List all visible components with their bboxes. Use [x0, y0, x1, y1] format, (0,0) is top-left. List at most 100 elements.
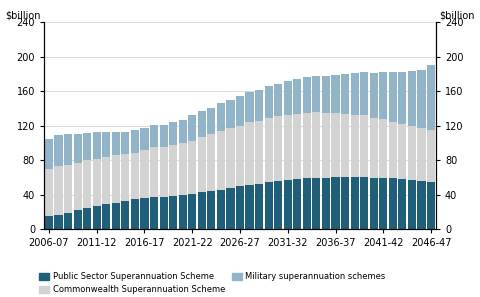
Bar — [64, 165, 72, 213]
Bar — [227, 100, 235, 128]
Bar — [332, 177, 339, 230]
Bar — [169, 196, 177, 230]
Bar — [141, 198, 148, 230]
Bar — [150, 125, 158, 147]
Bar — [45, 217, 53, 230]
Bar — [293, 179, 301, 230]
Bar — [303, 178, 311, 230]
Bar — [293, 79, 301, 114]
Bar — [398, 124, 407, 179]
Bar — [293, 114, 301, 179]
Bar — [379, 178, 387, 230]
Bar — [322, 76, 330, 113]
Bar — [54, 135, 62, 166]
Bar — [207, 192, 216, 230]
Bar — [322, 178, 330, 230]
Bar — [112, 132, 120, 155]
Bar — [398, 72, 407, 124]
Bar — [341, 114, 349, 177]
Bar — [121, 201, 130, 230]
Bar — [312, 76, 321, 112]
Bar — [418, 128, 426, 181]
Bar — [360, 177, 368, 230]
Bar — [303, 78, 311, 113]
Bar — [370, 118, 378, 178]
Bar — [159, 146, 168, 197]
Bar — [255, 121, 263, 184]
Legend: Public Sector Superannuation Scheme, Commonwealth Superannuation Scheme, Militar: Public Sector Superannuation Scheme, Com… — [38, 270, 387, 296]
Bar — [102, 132, 110, 157]
Bar — [102, 204, 110, 230]
Bar — [188, 194, 196, 230]
Bar — [198, 111, 206, 137]
Text: $billion: $billion — [440, 10, 475, 20]
Bar — [418, 181, 426, 230]
Bar — [236, 97, 244, 126]
Text: $billion: $billion — [5, 10, 40, 20]
Bar — [398, 179, 407, 230]
Bar — [83, 208, 91, 230]
Bar — [169, 122, 177, 145]
Bar — [245, 184, 253, 230]
Bar — [245, 122, 253, 184]
Bar — [102, 157, 110, 204]
Bar — [274, 83, 282, 116]
Bar — [312, 178, 321, 230]
Bar — [389, 121, 397, 178]
Bar — [264, 86, 273, 118]
Bar — [274, 181, 282, 230]
Bar — [332, 113, 339, 177]
Bar — [93, 159, 101, 206]
Bar — [236, 186, 244, 230]
Bar — [150, 198, 158, 230]
Bar — [188, 116, 196, 140]
Bar — [284, 180, 292, 230]
Bar — [227, 128, 235, 188]
Bar — [73, 163, 82, 211]
Bar — [198, 137, 206, 192]
Bar — [207, 135, 216, 192]
Bar — [389, 72, 397, 121]
Bar — [427, 130, 435, 182]
Bar — [93, 206, 101, 230]
Bar — [245, 92, 253, 122]
Bar — [150, 147, 158, 198]
Bar — [379, 72, 387, 119]
Bar — [427, 65, 435, 130]
Bar — [54, 166, 62, 215]
Bar — [264, 118, 273, 182]
Bar — [350, 115, 359, 177]
Bar — [322, 113, 330, 178]
Bar — [236, 126, 244, 186]
Bar — [370, 178, 378, 230]
Bar — [207, 108, 216, 135]
Bar — [408, 180, 416, 230]
Bar — [332, 75, 339, 113]
Bar — [64, 213, 72, 230]
Bar — [141, 127, 148, 150]
Bar — [73, 134, 82, 163]
Bar — [45, 139, 53, 169]
Bar — [360, 72, 368, 116]
Bar — [121, 132, 130, 154]
Bar — [217, 103, 225, 131]
Bar — [112, 203, 120, 230]
Bar — [159, 125, 168, 146]
Bar — [73, 211, 82, 230]
Bar — [255, 184, 263, 230]
Bar — [83, 160, 91, 208]
Bar — [274, 116, 282, 181]
Bar — [255, 90, 263, 121]
Bar — [284, 115, 292, 180]
Bar — [389, 178, 397, 230]
Bar — [370, 73, 378, 118]
Bar — [112, 155, 120, 203]
Bar — [217, 131, 225, 190]
Bar — [217, 190, 225, 230]
Bar — [131, 130, 139, 153]
Bar — [198, 192, 206, 230]
Bar — [379, 119, 387, 178]
Bar — [54, 215, 62, 230]
Bar — [179, 195, 187, 230]
Bar — [427, 182, 435, 230]
